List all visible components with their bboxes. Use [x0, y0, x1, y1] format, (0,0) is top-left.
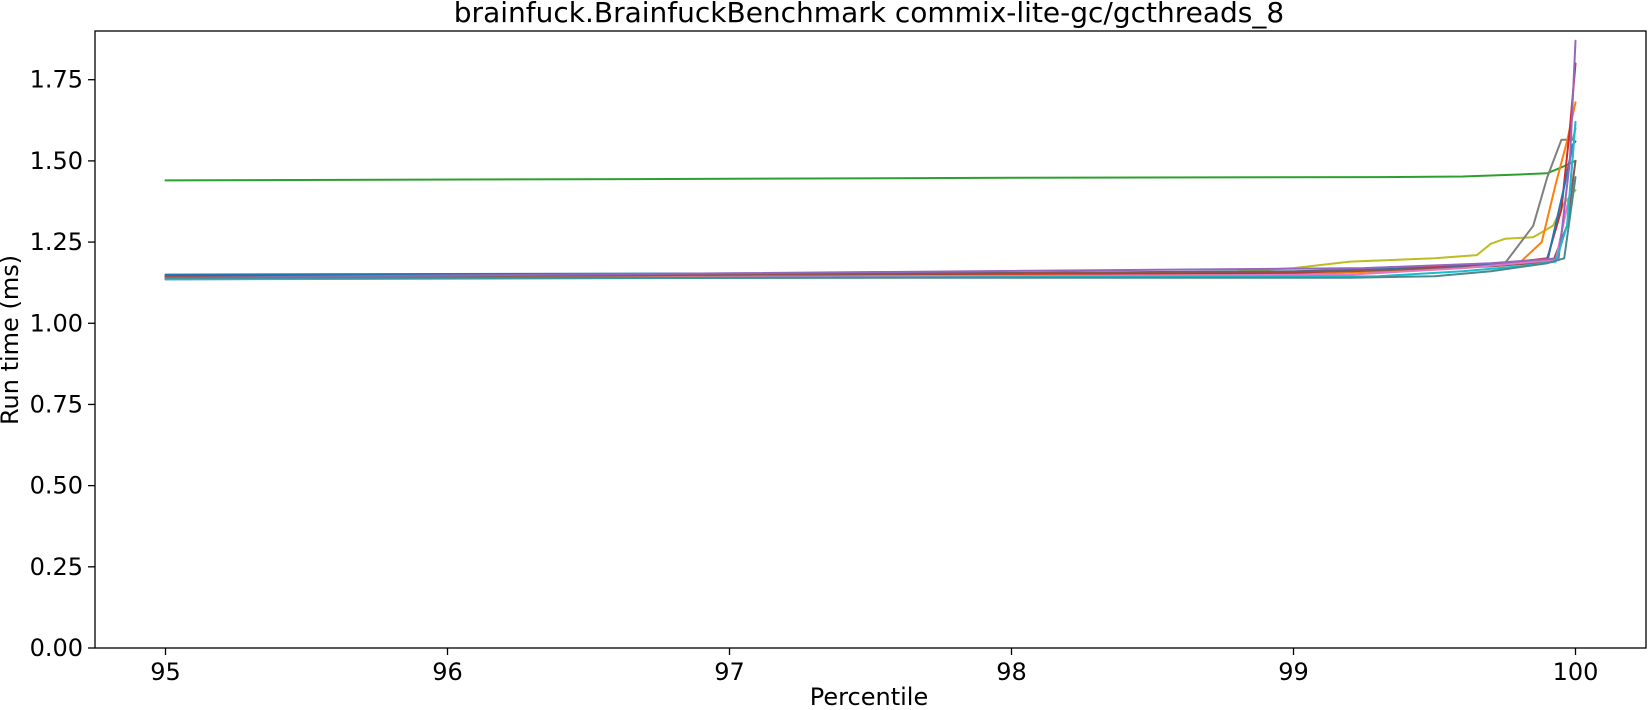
series-line-6 — [164, 140, 1577, 276]
series-line-9 — [164, 39, 1577, 279]
x-axis-label: Percentile — [810, 683, 928, 710]
x-tick-label: 100 — [1553, 658, 1599, 686]
chart-title: brainfuck.BrainfuckBenchmark commix-lite… — [454, 0, 1284, 29]
y-axis-label: Run time (ms) — [0, 255, 24, 425]
series-line-8 — [164, 120, 1577, 281]
y-tick-label: 1.75 — [30, 66, 83, 94]
y-tick-label: 1.00 — [30, 309, 83, 337]
x-tick-label: 95 — [150, 658, 181, 686]
x-axis-ticks: 95 96 97 98 99 100 — [150, 648, 1598, 686]
y-axis-ticks: 0.00 0.25 0.50 0.75 1.00 1.25 1.50 1.75 — [30, 66, 95, 662]
series-line-10 — [164, 120, 1577, 281]
x-tick-label: 97 — [714, 658, 745, 686]
y-tick-label: 0.75 — [30, 390, 83, 418]
series-line-2 — [164, 189, 1577, 279]
x-tick-label: 96 — [432, 658, 463, 686]
y-tick-label: 1.25 — [30, 228, 83, 256]
series-line-11 — [164, 176, 1577, 279]
series-line-4 — [164, 101, 1577, 279]
x-tick-label: 98 — [996, 658, 1027, 686]
y-tick-label: 0.25 — [30, 553, 83, 581]
plot-series — [164, 39, 1577, 281]
y-tick-label: 0.50 — [30, 472, 83, 500]
y-tick-label: 0.00 — [30, 634, 83, 662]
y-tick-label: 1.50 — [30, 147, 83, 175]
plot-frame — [94, 30, 1647, 649]
x-tick-label: 99 — [1278, 658, 1309, 686]
series-line-3 — [164, 127, 1577, 278]
series-line-5 — [164, 62, 1577, 278]
series-line-1 — [164, 159, 1577, 182]
